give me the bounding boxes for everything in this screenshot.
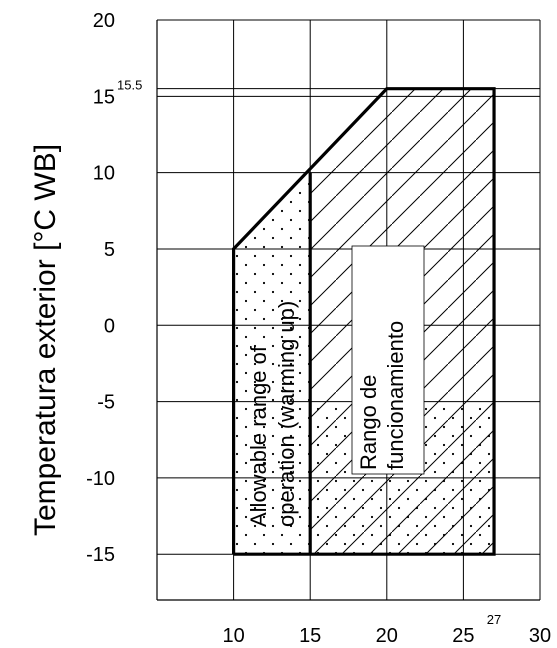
range-outline: [232, 87, 496, 556]
x-axis-ticks: 10 15 20 25 30 27: [222, 612, 551, 647]
x-tick-label: 30: [529, 625, 551, 647]
y-tick-label: 0: [104, 315, 115, 337]
x-tick-label: 15: [299, 625, 321, 647]
y-tick-label-extra: 15.5: [117, 78, 142, 93]
x-tick-label-extra: 27: [487, 612, 501, 627]
range-label-line2: funcionamiento: [383, 321, 408, 470]
y-axis-ticks: 20 15 10 5 0 -5 -10 -15 15.5: [86, 10, 142, 566]
y-tick-label: 20: [93, 10, 115, 32]
range-outline-path: [232, 87, 496, 556]
y-tick-label: -10: [86, 468, 115, 490]
y-tick-label: 15: [93, 86, 115, 108]
x-tick-label: 10: [222, 625, 244, 647]
x-tick-label: 20: [376, 625, 398, 647]
range-label-box: [351, 245, 425, 475]
y-tick-label: -5: [97, 392, 115, 414]
warmup-label-line1: Allowable range of: [246, 345, 271, 527]
y-tick-label: 5: [104, 239, 115, 261]
x-tick-label: 25: [452, 625, 474, 647]
region-1: [233, 172, 311, 555]
y-tick-label: -15: [86, 544, 115, 566]
warmup-label-line2: operation (warming up): [274, 301, 299, 527]
y-tick-label: 10: [93, 163, 115, 185]
y-axis-label: Temperatura exterior [°C WB]: [29, 144, 62, 536]
range-label-line1: Rango de: [356, 375, 381, 470]
